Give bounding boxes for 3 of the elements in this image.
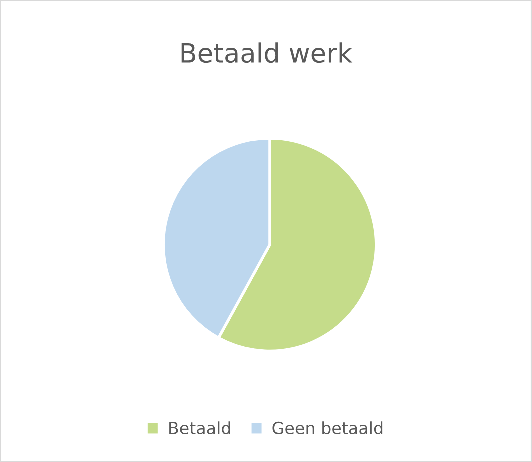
legend-label: Betaald [170,422,230,435]
legend-label: Geen betaald [272,422,383,435]
chart-title: Betaald werk [182,42,353,64]
